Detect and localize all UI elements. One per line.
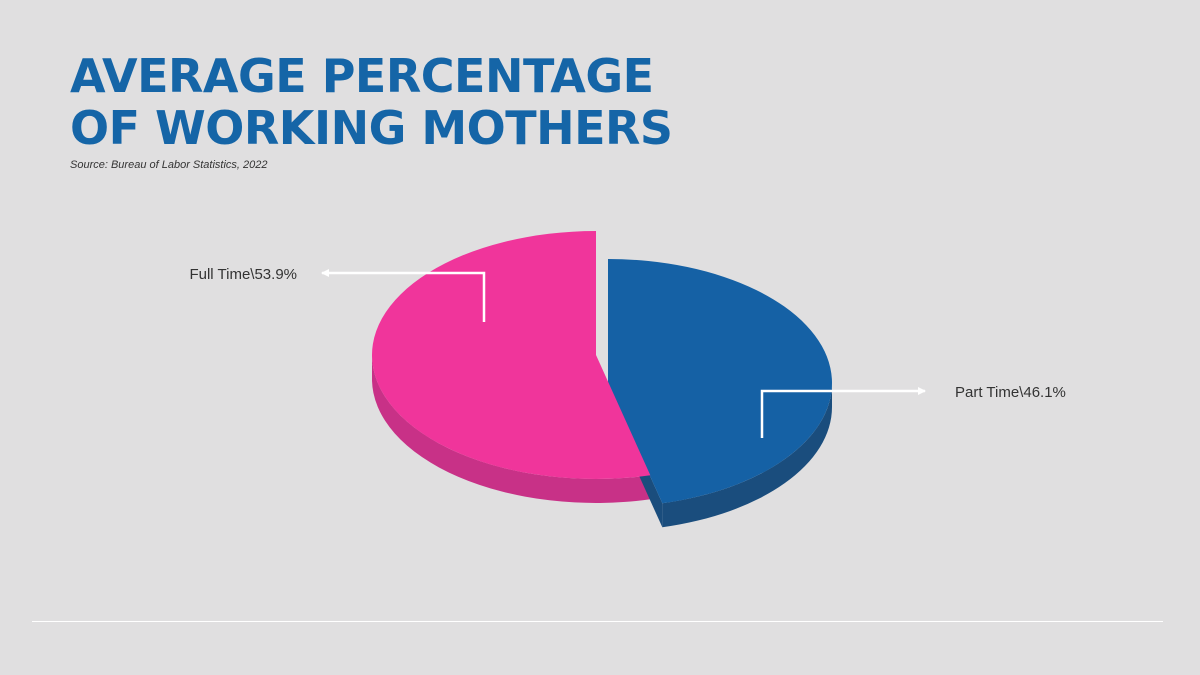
full-time-leader-line [321,269,486,322]
source-note: Source: Bureau of Labor Statistics, 2022 [70,159,268,171]
chart-title: AVERAGE PERCENTAGE OF WORKING MOTHERS [70,50,710,154]
chart-title-line-1: AVERAGE PERCENTAGE [70,49,654,103]
part-time-slice-side [662,383,832,528]
full-time-slice [371,231,651,480]
full-time-slice-side [372,355,651,503]
bottom-divider [32,621,1163,622]
part-time-leader-line [760,387,926,438]
full-time-label: Full Time\53.9% [189,266,297,283]
part-time-label: Part Time\46.1% [955,384,1066,401]
part-time-slice [608,259,832,504]
chart-title-line-2: OF WORKING MOTHERS [70,101,673,155]
